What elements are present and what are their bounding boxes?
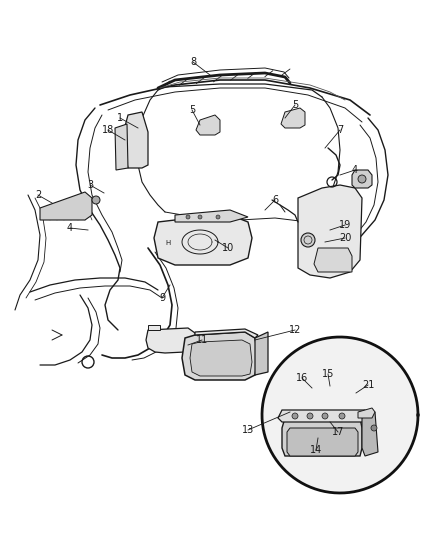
Polygon shape xyxy=(314,248,352,272)
Text: 9: 9 xyxy=(159,293,165,303)
Circle shape xyxy=(216,215,220,219)
Text: 18: 18 xyxy=(102,125,114,135)
Circle shape xyxy=(186,215,190,219)
Circle shape xyxy=(301,233,315,247)
Text: 11: 11 xyxy=(196,335,208,345)
Polygon shape xyxy=(115,124,128,170)
Circle shape xyxy=(322,413,328,419)
Text: 19: 19 xyxy=(339,220,351,230)
Text: 8: 8 xyxy=(190,57,196,67)
Polygon shape xyxy=(182,332,258,380)
Polygon shape xyxy=(148,325,160,330)
Text: 7: 7 xyxy=(337,125,343,135)
Polygon shape xyxy=(287,428,358,456)
Text: 4: 4 xyxy=(67,223,73,233)
Polygon shape xyxy=(281,108,305,128)
Circle shape xyxy=(92,196,100,204)
Circle shape xyxy=(358,175,366,183)
Circle shape xyxy=(339,413,345,419)
Text: 5: 5 xyxy=(292,100,298,110)
Polygon shape xyxy=(154,215,252,265)
Text: 5: 5 xyxy=(189,105,195,115)
Polygon shape xyxy=(175,210,248,222)
Circle shape xyxy=(307,413,313,419)
Text: 3: 3 xyxy=(87,180,93,190)
Polygon shape xyxy=(40,192,92,220)
Polygon shape xyxy=(362,412,378,456)
Polygon shape xyxy=(298,185,362,278)
Text: 15: 15 xyxy=(322,369,334,379)
Text: 6: 6 xyxy=(272,195,278,205)
Polygon shape xyxy=(196,115,220,135)
Text: 21: 21 xyxy=(362,380,374,390)
Text: 2: 2 xyxy=(35,190,41,200)
Text: 14: 14 xyxy=(310,445,322,455)
Text: 13: 13 xyxy=(242,425,254,435)
Text: 1: 1 xyxy=(117,113,123,123)
Polygon shape xyxy=(195,329,258,338)
Text: 4: 4 xyxy=(352,165,358,175)
Text: H: H xyxy=(166,240,171,246)
Polygon shape xyxy=(190,340,252,376)
Polygon shape xyxy=(262,337,418,493)
Circle shape xyxy=(371,425,377,431)
Polygon shape xyxy=(255,332,268,375)
Circle shape xyxy=(292,413,298,419)
Circle shape xyxy=(198,215,202,219)
Text: 12: 12 xyxy=(289,325,301,335)
Polygon shape xyxy=(146,328,198,353)
Polygon shape xyxy=(352,170,372,188)
Polygon shape xyxy=(124,112,148,168)
Polygon shape xyxy=(278,410,368,422)
Polygon shape xyxy=(282,418,362,456)
Polygon shape xyxy=(358,408,375,418)
Text: 17: 17 xyxy=(332,427,344,437)
Text: 20: 20 xyxy=(339,233,351,243)
Text: 16: 16 xyxy=(296,373,308,383)
Text: 10: 10 xyxy=(222,243,234,253)
